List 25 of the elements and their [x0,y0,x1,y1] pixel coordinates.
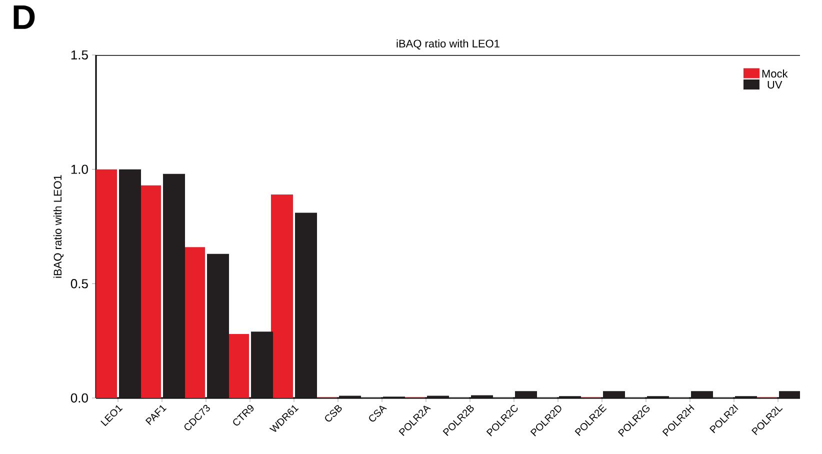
bar [207,254,230,398]
bar [119,169,142,398]
bar [295,212,318,398]
bar [603,391,625,398]
bar [183,247,206,398]
legend-label: Mock [762,69,788,78]
bar [515,391,538,398]
y-tick-label: 0.0 [70,393,88,403]
y-tick-label: 1.0 [71,164,88,174]
chart-title: iBAQ ratio with LEO1 [396,39,500,50]
x-tick-label: CSA [369,406,387,422]
x-tick-label: CSB [325,405,342,422]
bar [96,169,118,398]
y-tick-label: 0.5 [70,279,88,288]
bar [691,391,713,398]
y-axis-title: iBAQ ratio with LEO1 [53,175,64,278]
bar [779,391,800,398]
text: D [14,6,35,29]
legend-label: UV [768,80,782,89]
bar [271,194,294,398]
bar [471,395,494,398]
bar [227,334,250,398]
bar [163,174,186,398]
y-tick-label: 1.5 [71,50,88,60]
bar [251,332,274,398]
